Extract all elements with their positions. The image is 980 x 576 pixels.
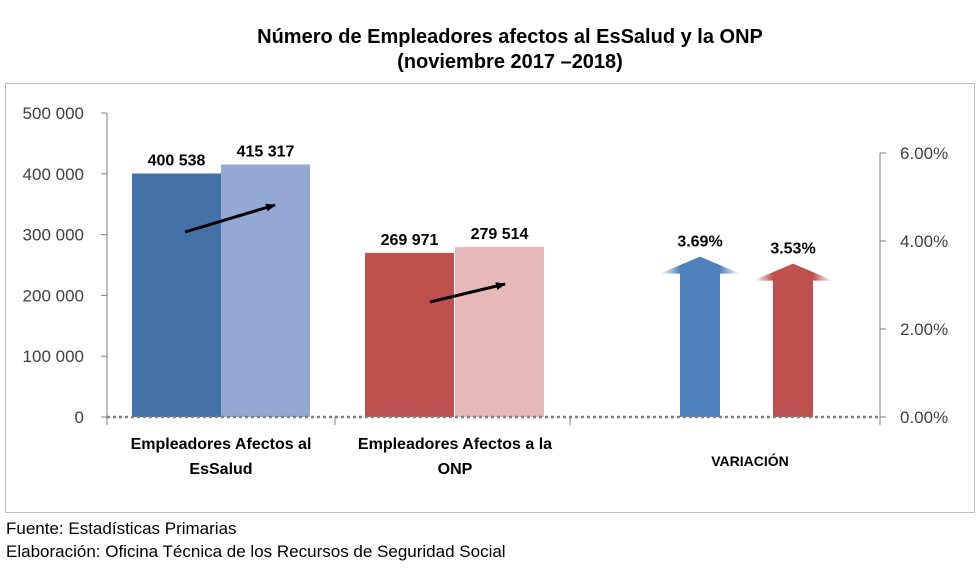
y-left-tick-label: 100 000 xyxy=(23,347,84,366)
trend-arrow xyxy=(184,203,276,234)
y-left-tick-label: 0 xyxy=(75,408,84,427)
data-label: 415 317 xyxy=(237,143,295,160)
category-label: Empleadores Afectos a la xyxy=(358,436,552,453)
bar xyxy=(365,252,454,417)
y-right-tick-label: 2.00% xyxy=(900,320,948,339)
y-right-tick-label: 6.00% xyxy=(900,144,948,163)
source-note: Fuente: Estadísticas Primarias xyxy=(6,519,237,538)
y-right-tick-label: 0.00% xyxy=(900,408,948,427)
chart-title: Número de Empleadores afectos al EsSalud… xyxy=(257,26,763,48)
data-label: 400 538 xyxy=(148,152,206,169)
category-label: VARIACIÓN xyxy=(711,452,789,469)
chart-subtitle: (noviembre 2017 –2018) xyxy=(397,51,623,73)
y-left-tick-label: 500 000 xyxy=(23,104,84,123)
chart-frame xyxy=(5,83,975,513)
category-label: EsSalud xyxy=(189,461,252,478)
elaboration-note: Elaboración: Oficina Técnica de los Recu… xyxy=(6,542,506,561)
data-label: 279 514 xyxy=(471,226,529,243)
bar xyxy=(455,247,544,417)
variation-arrow xyxy=(753,263,833,417)
trend-arrow xyxy=(429,282,506,304)
variation-label: 3.69% xyxy=(677,234,722,251)
bar xyxy=(221,164,310,417)
category-label: ONP xyxy=(438,461,473,478)
y-left-tick-label: 200 000 xyxy=(23,286,84,305)
variation-arrow xyxy=(660,256,740,417)
data-label: 269 971 xyxy=(381,232,439,249)
variation-label: 3.53% xyxy=(770,241,815,258)
category-label: Empleadores Afectos al xyxy=(131,436,312,453)
y-left-tick-label: 400 000 xyxy=(23,165,84,184)
bar xyxy=(132,173,221,417)
y-left-tick-label: 300 000 xyxy=(23,226,84,245)
y-right-tick-label: 4.00% xyxy=(900,232,948,251)
